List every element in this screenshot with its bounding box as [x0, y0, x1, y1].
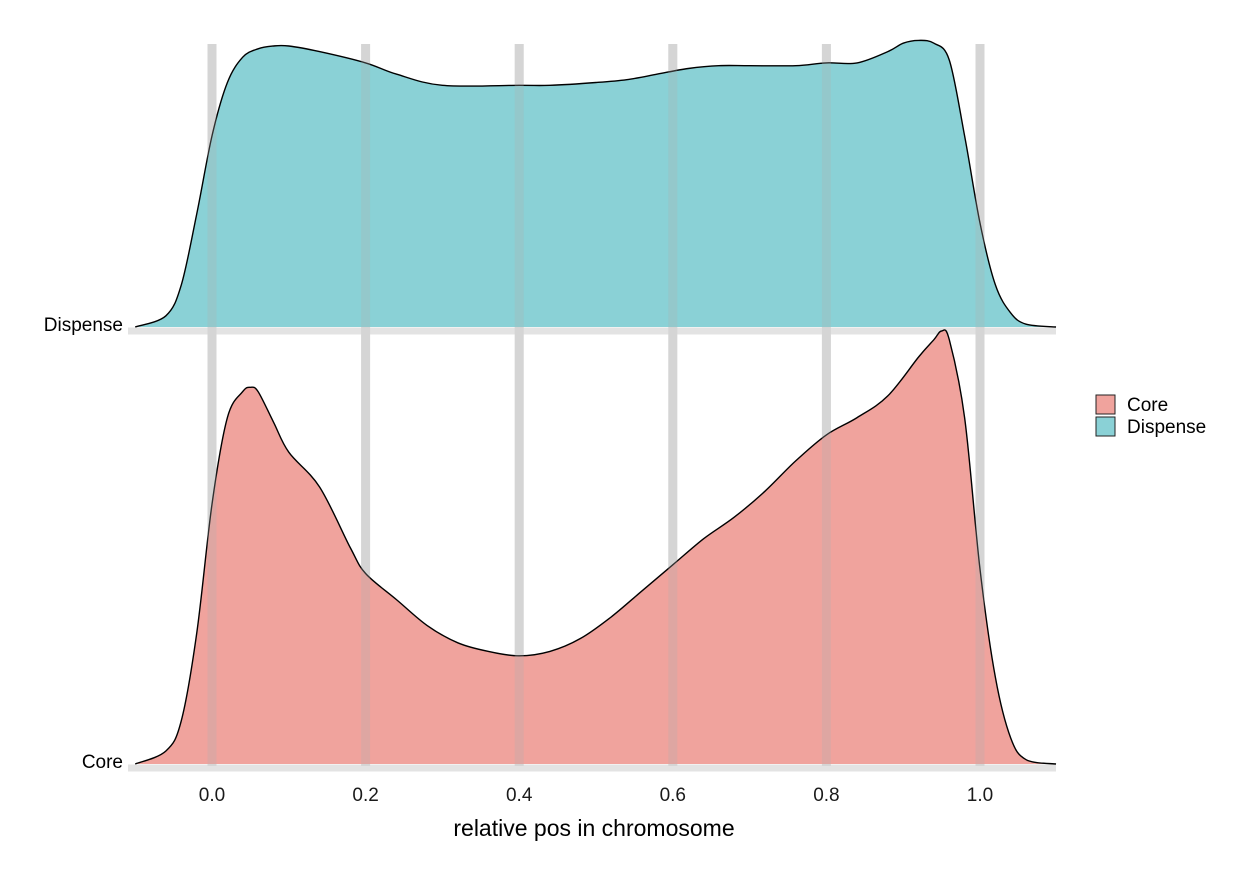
legend-label-core: Core	[1127, 395, 1168, 416]
legend-key-dispense	[1095, 416, 1116, 437]
x-axis-ticks: 0.0 0.2 0.4 0.6 0.8 1.0	[199, 785, 993, 806]
x-tick-label: 0.8	[813, 785, 839, 806]
x-axis-title: relative pos in chromosome	[453, 815, 734, 841]
x-tick-label: 0.6	[660, 785, 686, 806]
x-tick-label: 0.2	[352, 785, 378, 806]
gridline-overlay	[207, 44, 985, 766]
x-tick-label: 0.4	[506, 785, 533, 806]
row-labels: Dispense Core	[44, 315, 123, 773]
legend-label-dispense: Dispense	[1127, 417, 1206, 438]
density-area-core	[135, 329, 1056, 764]
row-label-dispense: Dispense	[44, 315, 123, 336]
legend: Core Dispense	[1095, 394, 1206, 438]
legend-key-core	[1095, 394, 1116, 415]
density-outline-core	[134, 329, 1057, 765]
density-area-dispense	[135, 40, 1056, 328]
row-label-core: Core	[82, 752, 123, 773]
density-outline-dispense	[134, 39, 1057, 328]
density-ridges	[134, 39, 1057, 765]
x-tick-label: 0.0	[199, 785, 225, 806]
x-tick-label: 1.0	[967, 785, 993, 806]
